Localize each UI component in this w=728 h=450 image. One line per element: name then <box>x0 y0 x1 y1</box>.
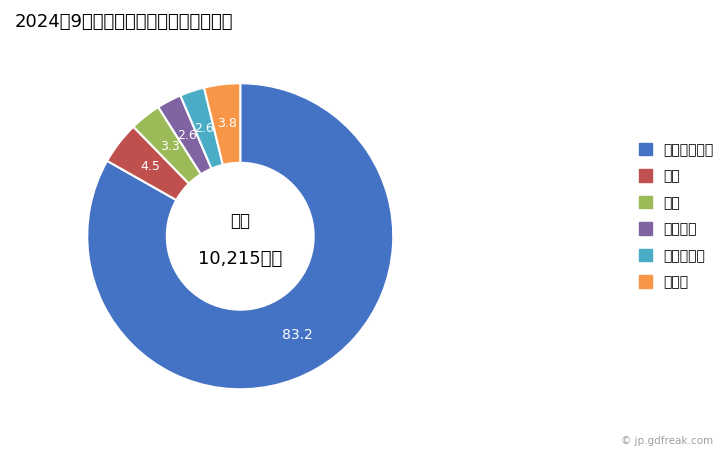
Text: © jp.gdfreak.com: © jp.gdfreak.com <box>621 436 713 446</box>
Wedge shape <box>87 83 393 389</box>
Wedge shape <box>158 95 212 174</box>
Wedge shape <box>107 127 189 200</box>
Text: 10,215万円: 10,215万円 <box>198 250 282 268</box>
Text: 2.6: 2.6 <box>178 129 197 142</box>
Wedge shape <box>181 88 223 169</box>
Text: 83.2: 83.2 <box>282 328 313 342</box>
Text: 総額: 総額 <box>230 212 250 230</box>
Legend: アイルランド, 米国, 台湾, フランス, フィリピン, その他: アイルランド, 米国, 台湾, フランス, フィリピン, その他 <box>638 143 713 289</box>
Text: 3.3: 3.3 <box>159 140 179 153</box>
Text: 4.5: 4.5 <box>140 160 160 173</box>
Wedge shape <box>204 83 240 165</box>
Text: 2.6: 2.6 <box>194 122 214 135</box>
Text: 3.8: 3.8 <box>217 117 237 130</box>
Text: 2024年9月の輸出相手国のシェア（％）: 2024年9月の輸出相手国のシェア（％） <box>15 14 233 32</box>
Wedge shape <box>133 107 201 184</box>
